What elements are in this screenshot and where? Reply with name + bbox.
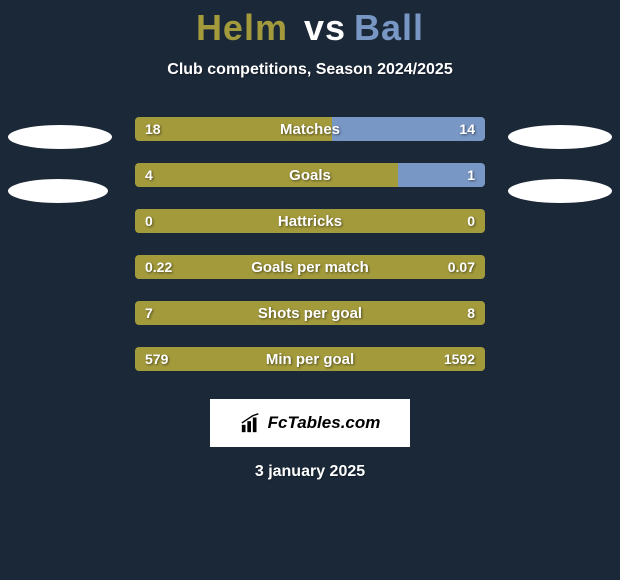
stat-value-left: 18 — [145, 117, 161, 141]
chart-icon — [240, 412, 262, 434]
stat-value-right: 1 — [467, 163, 475, 187]
stat-row: Matches18 14 — [135, 117, 485, 141]
stat-label: Goals — [135, 163, 485, 187]
stat-label: Shots per goal — [135, 301, 485, 325]
title-player2: Ball — [354, 7, 424, 48]
stat-label: Goals per match — [135, 255, 485, 279]
title-vs: vs — [304, 7, 346, 48]
player2-logo-placeholder — [508, 179, 612, 203]
stat-value-right: 0.07 — [448, 255, 475, 279]
brand-box: FcTables.com — [210, 399, 410, 447]
subtitle: Club competitions, Season 2024/2025 — [167, 61, 452, 79]
stat-row: Shots per goal7 8 — [135, 301, 485, 325]
stat-label: Matches — [135, 117, 485, 141]
stat-value-right: 8 — [467, 301, 475, 325]
stat-row: Goals per match0.22 0.07 — [135, 255, 485, 279]
player2-kit-placeholder — [508, 125, 612, 149]
stat-row: Min per goal579 1592 — [135, 347, 485, 371]
stat-value-left: 7 — [145, 301, 153, 325]
stat-value-right: 0 — [467, 209, 475, 233]
stat-row: Hattricks0 0 — [135, 209, 485, 233]
stat-value-left: 4 — [145, 163, 153, 187]
player1-kit-placeholder — [8, 125, 112, 149]
stat-value-right: 1592 — [444, 347, 475, 371]
title-player1: Helm — [196, 7, 288, 48]
stat-label: Min per goal — [135, 347, 485, 371]
stat-row: Goals4 1 — [135, 163, 485, 187]
stat-value-left: 579 — [145, 347, 168, 371]
comparison-bars: Matches18 14 Goals4 1 Hattricks0 0 Goals per m… — [135, 117, 485, 371]
stat-value-right: 14 — [459, 117, 475, 141]
player1-logo-placeholder — [8, 179, 108, 203]
page-title: HelmvsBall — [196, 7, 424, 49]
stat-value-left: 0.22 — [145, 255, 172, 279]
brand-text: FcTables.com — [268, 413, 381, 433]
stat-label: Hattricks — [135, 209, 485, 233]
stat-value-left: 0 — [145, 209, 153, 233]
infographic-container: HelmvsBall Club competitions, Season 202… — [0, 0, 620, 580]
date-text: 3 january 2025 — [255, 463, 365, 481]
